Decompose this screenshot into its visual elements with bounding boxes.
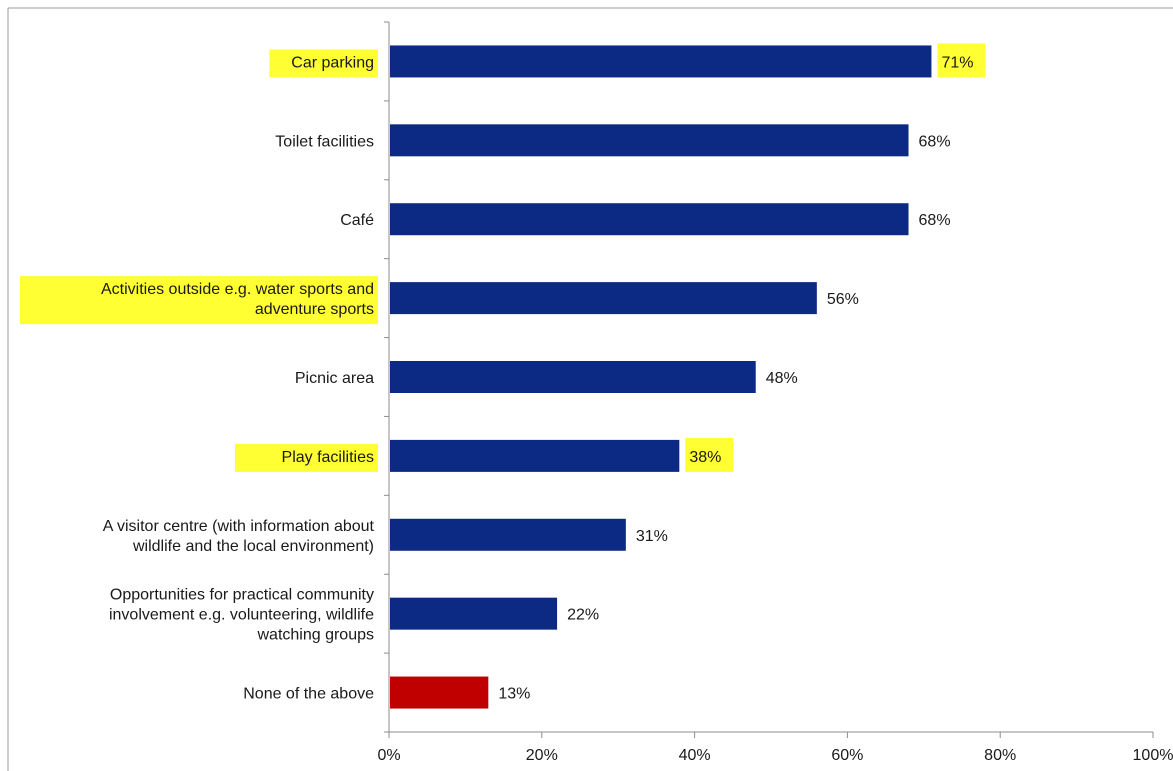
- value-label: 31%: [636, 528, 668, 545]
- x-tick-label: 0%: [377, 747, 400, 764]
- value-label: 68%: [919, 133, 951, 150]
- category-label: Opportunities for practical community: [110, 587, 374, 604]
- bar: [390, 361, 756, 393]
- category-label: wildlife and the local environment): [132, 538, 374, 555]
- x-tick-label: 20%: [526, 747, 558, 764]
- value-label: 71%: [941, 54, 973, 71]
- value-label: 68%: [919, 212, 951, 229]
- category-label: A visitor centre (with information about: [103, 518, 375, 535]
- value-label: 38%: [689, 449, 721, 466]
- bar: [390, 676, 489, 709]
- category-label: None of the above: [243, 686, 374, 703]
- category-label: watching groups: [256, 627, 374, 644]
- value-label: 13%: [498, 686, 530, 703]
- bar: [390, 282, 817, 315]
- value-label: 22%: [567, 607, 599, 624]
- x-tick-label: 40%: [679, 747, 711, 764]
- category-highlight: [269, 49, 378, 78]
- x-tick-label: 80%: [984, 747, 1016, 764]
- category-label: Play facilities: [282, 449, 374, 466]
- bar: [390, 518, 626, 551]
- value-label: 48%: [766, 370, 798, 387]
- bar: [390, 439, 680, 472]
- category-highlight: [20, 276, 378, 325]
- category-label: Toilet facilities: [275, 133, 374, 150]
- bar: [390, 597, 558, 630]
- value-label: 56%: [827, 291, 859, 308]
- category-label: Picnic area: [295, 370, 374, 387]
- x-tick-label: 60%: [831, 747, 863, 764]
- bar: [390, 124, 909, 157]
- category-label: Café: [340, 212, 374, 229]
- category-label: Car parking: [291, 54, 374, 71]
- value-highlight: [685, 437, 734, 472]
- bar: [390, 203, 909, 236]
- value-highlight: [937, 43, 986, 78]
- category-label: involvement e.g. volunteering, wildlife: [109, 607, 374, 624]
- x-tick-label: 100%: [1133, 747, 1173, 764]
- category-highlight: [235, 443, 378, 472]
- category-label: Activities outside e.g. water sports and: [101, 281, 374, 298]
- bar: [390, 45, 932, 78]
- category-label: adventure sports: [255, 301, 374, 318]
